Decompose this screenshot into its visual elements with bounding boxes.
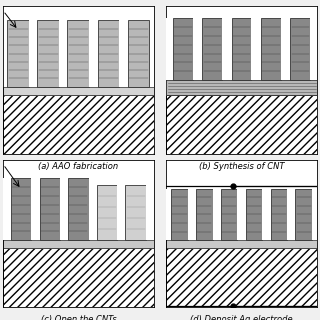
Bar — [173, 18, 193, 80]
Text: (d) Deposit Ag electrode: (d) Deposit Ag electrode — [190, 315, 293, 320]
Text: (a) AAO fabrication: (a) AAO fabrication — [38, 162, 118, 171]
Bar — [312, 189, 317, 240]
Bar — [166, 248, 317, 307]
Bar — [7, 20, 29, 87]
Bar — [3, 240, 154, 248]
Bar — [37, 20, 59, 87]
Bar — [128, 20, 149, 87]
Bar — [60, 179, 68, 240]
Bar — [166, 18, 173, 80]
Bar — [295, 189, 312, 240]
Text: (b) Synthesis of CNT: (b) Synthesis of CNT — [199, 162, 284, 171]
Bar — [291, 18, 310, 80]
Bar — [188, 189, 196, 240]
Bar — [146, 179, 154, 240]
Bar — [213, 189, 221, 240]
Bar — [261, 18, 281, 80]
Bar — [119, 20, 128, 87]
Bar — [246, 189, 262, 240]
Bar — [221, 189, 237, 240]
Bar — [270, 189, 287, 240]
Bar — [232, 18, 252, 80]
Bar — [166, 189, 171, 240]
Bar — [196, 189, 213, 240]
Bar — [68, 179, 89, 240]
Bar — [125, 185, 146, 240]
Bar — [193, 18, 203, 80]
Bar — [31, 179, 40, 240]
Bar — [11, 179, 31, 240]
Bar — [166, 95, 317, 154]
Bar — [89, 179, 97, 240]
Bar — [171, 189, 188, 240]
Bar — [29, 20, 37, 87]
Bar — [281, 18, 291, 80]
Bar — [117, 179, 125, 240]
Text: (c) Open the CNTs: (c) Open the CNTs — [41, 315, 116, 320]
Bar — [310, 18, 317, 80]
Bar — [89, 20, 98, 87]
Bar — [3, 87, 154, 95]
Bar — [40, 179, 60, 240]
Bar — [68, 20, 89, 87]
Bar — [59, 20, 68, 87]
Bar — [3, 179, 11, 240]
Bar — [3, 248, 154, 307]
Bar — [166, 80, 317, 95]
Bar — [203, 18, 222, 80]
Bar — [222, 18, 232, 80]
Bar — [287, 189, 295, 240]
Bar — [252, 18, 261, 80]
Bar — [98, 20, 119, 87]
Bar — [237, 189, 246, 240]
Bar — [166, 240, 317, 248]
Bar — [97, 185, 117, 240]
Bar — [3, 95, 154, 154]
Bar — [262, 189, 270, 240]
